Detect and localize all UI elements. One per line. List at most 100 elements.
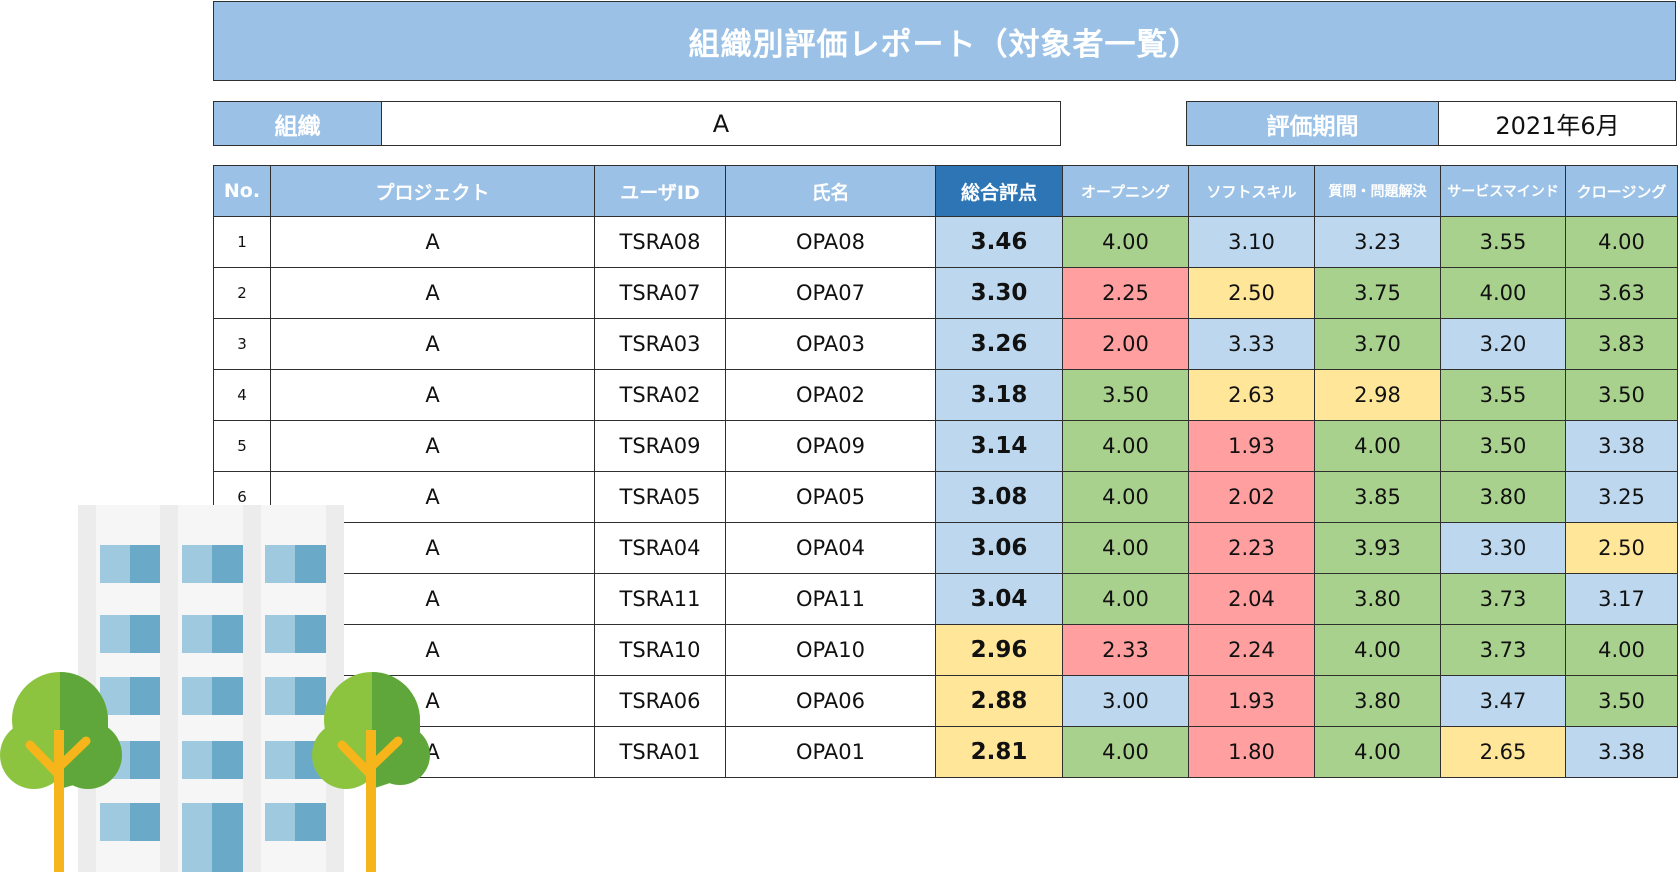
cell-user-id: TSRA05	[594, 471, 726, 523]
cell-user-id: TSRA10	[594, 624, 726, 676]
cell-question-solving-score: 3.93	[1314, 522, 1441, 574]
cell-no: 1	[213, 216, 271, 268]
header-total-score[interactable]: 総合評点	[935, 165, 1063, 217]
cell-soft-skill-score: 1.93	[1188, 420, 1315, 472]
cell-soft-skill-score: 3.33	[1188, 318, 1315, 370]
cell-service-mind-score: 3.30	[1440, 522, 1566, 574]
table-row: 3 A TSRA03 OPA03 3.26 2.00 3.33 3.70 3.20 3.83	[213, 318, 1678, 370]
cell-no: 4	[213, 369, 271, 421]
cell-question-solving-score: 4.00	[1314, 726, 1441, 778]
cell-question-solving-score: 2.98	[1314, 369, 1441, 421]
cell-closing-score: 3.63	[1565, 267, 1678, 319]
cell-name: OPA06	[725, 675, 936, 727]
header-question-solving[interactable]: 質問・問題解決	[1314, 165, 1441, 217]
cell-user-id: TSRA11	[594, 573, 726, 625]
cell-soft-skill-score: 2.50	[1188, 267, 1315, 319]
cell-user-id: TSRA03	[594, 318, 726, 370]
cell-user-id: TSRA02	[594, 369, 726, 421]
cell-service-mind-score: 2.65	[1440, 726, 1566, 778]
cell-service-mind-score: 3.50	[1440, 420, 1566, 472]
cell-question-solving-score: 4.00	[1314, 420, 1441, 472]
report-title: 組織別評価レポート（対象者一覧）	[213, 1, 1676, 81]
period-box: 評価期間 2021年6月	[1186, 101, 1677, 146]
cell-name: OPA03	[725, 318, 936, 370]
cell-name: OPA11	[725, 573, 936, 625]
cell-total-score: 3.14	[935, 420, 1063, 472]
header-opening[interactable]: オープニング	[1062, 165, 1189, 217]
cell-soft-skill-score: 1.80	[1188, 726, 1315, 778]
cell-closing-score: 3.50	[1565, 675, 1678, 727]
cell-closing-score: 3.38	[1565, 420, 1678, 472]
cell-closing-score: 2.50	[1565, 522, 1678, 574]
cell-question-solving-score: 3.70	[1314, 318, 1441, 370]
header-service-mind[interactable]: サービスマインド	[1440, 165, 1566, 217]
table-row: 2 A TSRA07 OPA07 3.30 2.25 2.50 3.75 4.00 3.63	[213, 267, 1678, 319]
header-user-id[interactable]: ユーザID	[594, 165, 726, 217]
cell-total-score: 3.18	[935, 369, 1063, 421]
cell-total-score: 3.08	[935, 471, 1063, 523]
cell-total-score: 3.06	[935, 522, 1063, 574]
cell-closing-score: 3.25	[1565, 471, 1678, 523]
header-name[interactable]: 氏名	[725, 165, 936, 217]
cell-opening-score: 4.00	[1062, 471, 1189, 523]
cell-opening-score: 2.00	[1062, 318, 1189, 370]
table-body: 1 A TSRA08 OPA08 3.46 4.00 3.10 3.23 3.55 4.00 2 A T…	[213, 216, 1678, 778]
cell-soft-skill-score: 1.93	[1188, 675, 1315, 727]
header-no[interactable]: No.	[213, 165, 271, 217]
cell-question-solving-score: 3.23	[1314, 216, 1441, 268]
header-project[interactable]: プロジェクト	[270, 165, 595, 217]
cell-name: OPA04	[725, 522, 936, 574]
cell-total-score: 3.26	[935, 318, 1063, 370]
cell-opening-score: 4.00	[1062, 573, 1189, 625]
cell-soft-skill-score: 2.04	[1188, 573, 1315, 625]
cell-total-score: 2.81	[935, 726, 1063, 778]
cell-service-mind-score: 3.80	[1440, 471, 1566, 523]
cell-service-mind-score: 3.47	[1440, 675, 1566, 727]
cell-name: OPA10	[725, 624, 936, 676]
cell-name: OPA02	[725, 369, 936, 421]
cell-question-solving-score: 3.80	[1314, 573, 1441, 625]
cell-name: OPA07	[725, 267, 936, 319]
cell-name: OPA05	[725, 471, 936, 523]
building-with-trees-icon	[0, 505, 430, 872]
cell-project: A	[270, 369, 595, 421]
table-header-row: No. プロジェクト ユーザID 氏名 総合評点 オープニング ソフトスキル 質…	[213, 165, 1678, 217]
organization-value: A	[382, 102, 1060, 145]
cell-service-mind-score: 3.55	[1440, 369, 1566, 421]
cell-total-score: 3.30	[935, 267, 1063, 319]
cell-opening-score: 3.00	[1062, 675, 1189, 727]
cell-opening-score: 4.00	[1062, 522, 1189, 574]
cell-soft-skill-score: 2.02	[1188, 471, 1315, 523]
cell-service-mind-score: 4.00	[1440, 267, 1566, 319]
cell-question-solving-score: 3.75	[1314, 267, 1441, 319]
cell-total-score: 3.04	[935, 573, 1063, 625]
cell-total-score: 3.46	[935, 216, 1063, 268]
cell-user-id: TSRA06	[594, 675, 726, 727]
cell-opening-score: 2.33	[1062, 624, 1189, 676]
cell-soft-skill-score: 2.63	[1188, 369, 1315, 421]
cell-user-id: TSRA09	[594, 420, 726, 472]
cell-no: 2	[213, 267, 271, 319]
cell-no: 3	[213, 318, 271, 370]
cell-opening-score: 3.50	[1062, 369, 1189, 421]
cell-service-mind-score: 3.73	[1440, 573, 1566, 625]
cell-closing-score: 3.17	[1565, 573, 1678, 625]
table-row: A TSRA01 OPA01 2.81 4.00 1.80 4.00 2.65 3.38	[213, 726, 1678, 778]
cell-soft-skill-score: 3.10	[1188, 216, 1315, 268]
table-row: 1 A TSRA08 OPA08 3.46 4.00 3.10 3.23 3.55 4.00	[213, 216, 1678, 268]
evaluation-table: No. プロジェクト ユーザID 氏名 総合評点 オープニング ソフトスキル 質…	[213, 165, 1678, 778]
table-row: 4 A TSRA02 OPA02 3.18 3.50 2.63 2.98 3.55 3.50	[213, 369, 1678, 421]
cell-total-score: 2.96	[935, 624, 1063, 676]
cell-opening-score: 4.00	[1062, 420, 1189, 472]
cell-user-id: TSRA01	[594, 726, 726, 778]
cell-question-solving-score: 3.80	[1314, 675, 1441, 727]
period-label: 評価期間	[1187, 102, 1439, 145]
cell-soft-skill-score: 2.24	[1188, 624, 1315, 676]
table-row: A TSRA04 OPA04 3.06 4.00 2.23 3.93 3.30 2.50	[213, 522, 1678, 574]
cell-service-mind-score: 3.55	[1440, 216, 1566, 268]
header-closing[interactable]: クロージング	[1565, 165, 1678, 217]
header-soft-skill[interactable]: ソフトスキル	[1188, 165, 1315, 217]
table-row: 5 A TSRA09 OPA09 3.14 4.00 1.93 4.00 3.50 3.38	[213, 420, 1678, 472]
cell-opening-score: 4.00	[1062, 726, 1189, 778]
cell-project: A	[270, 420, 595, 472]
